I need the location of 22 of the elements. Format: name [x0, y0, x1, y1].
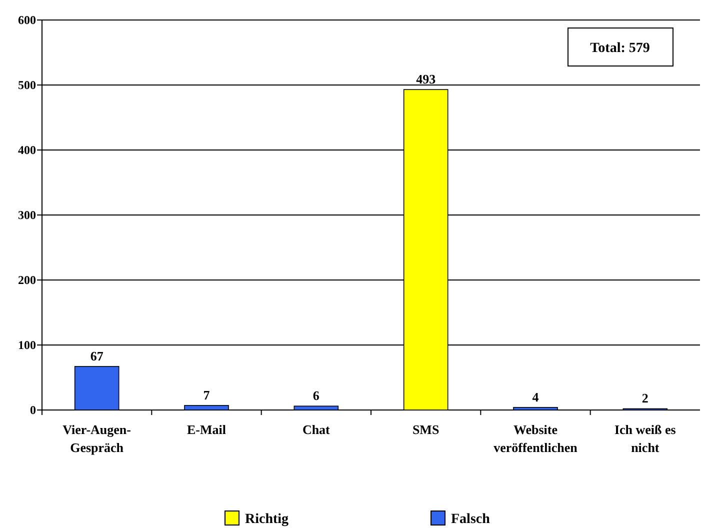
data-label: 7 [203, 387, 210, 402]
y-tick-label: 500 [18, 78, 36, 92]
legend-label: Richtig [245, 512, 289, 527]
y-tick-label: 0 [30, 403, 36, 417]
data-label: 2 [642, 390, 648, 406]
data-label: 4 [532, 389, 540, 404]
x-tick-label: SMS [412, 422, 440, 437]
y-tick-label: 400 [18, 143, 36, 157]
data-label: 6 [312, 388, 320, 404]
legend-label: Falsch [451, 512, 490, 527]
annotation: Total: 579 [590, 41, 650, 56]
y-tick-label: 200 [18, 273, 36, 287]
x-tick-label: Website veröffentlichen [494, 422, 578, 455]
x-tick-label: Chat [302, 422, 331, 437]
x-tick-label: Ich weiß es nicht [614, 422, 676, 455]
data-label: 493 [416, 72, 436, 87]
x-tick-label: Vier-Augen-Gespräch [62, 422, 132, 455]
y-tick-label: 300 [18, 208, 36, 222]
y-tick-label: 100 [18, 338, 36, 352]
data-label: 67 [90, 348, 104, 364]
y-tick-label: 600 [18, 13, 36, 27]
x-tick-label: E-Mail [187, 422, 226, 437]
